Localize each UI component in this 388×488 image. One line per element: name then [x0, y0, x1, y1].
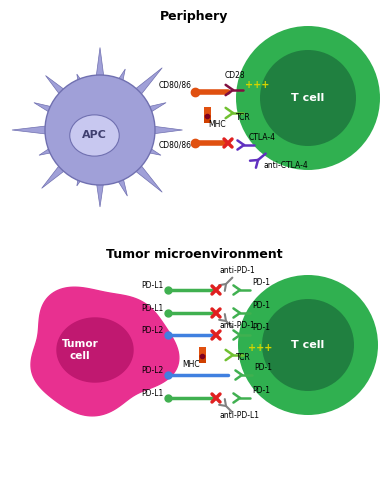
Text: anti-PD-L1: anti-PD-L1	[219, 411, 259, 420]
Polygon shape	[31, 287, 179, 416]
Text: MHC: MHC	[208, 120, 226, 129]
Polygon shape	[42, 148, 82, 188]
Text: PD-1: PD-1	[252, 386, 270, 395]
Polygon shape	[77, 157, 94, 186]
Text: CD28: CD28	[225, 71, 246, 80]
Polygon shape	[39, 136, 73, 155]
Text: anti-PD-1: anti-PD-1	[220, 266, 256, 275]
Bar	[199, 355, 206, 363]
Circle shape	[260, 50, 356, 146]
Bar	[199, 347, 206, 355]
Text: Tumor microenvironment: Tumor microenvironment	[106, 248, 282, 261]
Text: PD-L2: PD-L2	[142, 366, 164, 375]
Text: TCR: TCR	[236, 113, 251, 122]
Circle shape	[236, 26, 380, 170]
Text: +++: +++	[245, 80, 269, 90]
Polygon shape	[132, 123, 182, 137]
Polygon shape	[12, 123, 68, 137]
Text: T cell: T cell	[291, 340, 325, 350]
Text: PD-1: PD-1	[252, 301, 270, 310]
Text: Periphery: Periphery	[160, 10, 228, 23]
Text: PD-L2: PD-L2	[142, 326, 164, 335]
Text: TCR: TCR	[236, 353, 251, 362]
Text: anti-CTLA-4: anti-CTLA-4	[263, 161, 308, 170]
Circle shape	[45, 75, 155, 185]
Text: PD-L1: PD-L1	[142, 304, 164, 313]
Text: PD-L1: PD-L1	[142, 281, 164, 290]
Bar	[203, 115, 211, 123]
Text: PD-1: PD-1	[252, 323, 270, 332]
Bar	[203, 107, 211, 115]
Polygon shape	[118, 68, 162, 112]
Text: +++: +++	[248, 343, 272, 353]
Polygon shape	[127, 102, 166, 123]
Polygon shape	[106, 69, 125, 102]
Text: MHC: MHC	[182, 360, 200, 369]
Polygon shape	[57, 318, 133, 382]
Polygon shape	[127, 136, 161, 155]
Polygon shape	[118, 148, 162, 192]
Polygon shape	[106, 157, 127, 196]
Circle shape	[262, 299, 354, 391]
Polygon shape	[34, 102, 73, 123]
Ellipse shape	[70, 115, 119, 156]
Circle shape	[238, 275, 378, 415]
Text: Tumor
cell: Tumor cell	[62, 339, 99, 361]
Text: APC: APC	[82, 130, 107, 141]
Text: CD80/86: CD80/86	[159, 81, 192, 90]
Polygon shape	[94, 47, 107, 98]
Polygon shape	[77, 74, 94, 102]
Polygon shape	[45, 76, 82, 112]
Text: anti-PD-1: anti-PD-1	[219, 321, 255, 330]
Text: T cell: T cell	[291, 93, 325, 103]
Text: CTLA-4: CTLA-4	[249, 133, 276, 142]
Polygon shape	[94, 163, 107, 207]
Text: CD80/86: CD80/86	[159, 141, 192, 150]
Text: PD-1: PD-1	[254, 363, 272, 372]
Text: PD-1: PD-1	[252, 278, 270, 287]
Text: PD-L1: PD-L1	[142, 389, 164, 398]
